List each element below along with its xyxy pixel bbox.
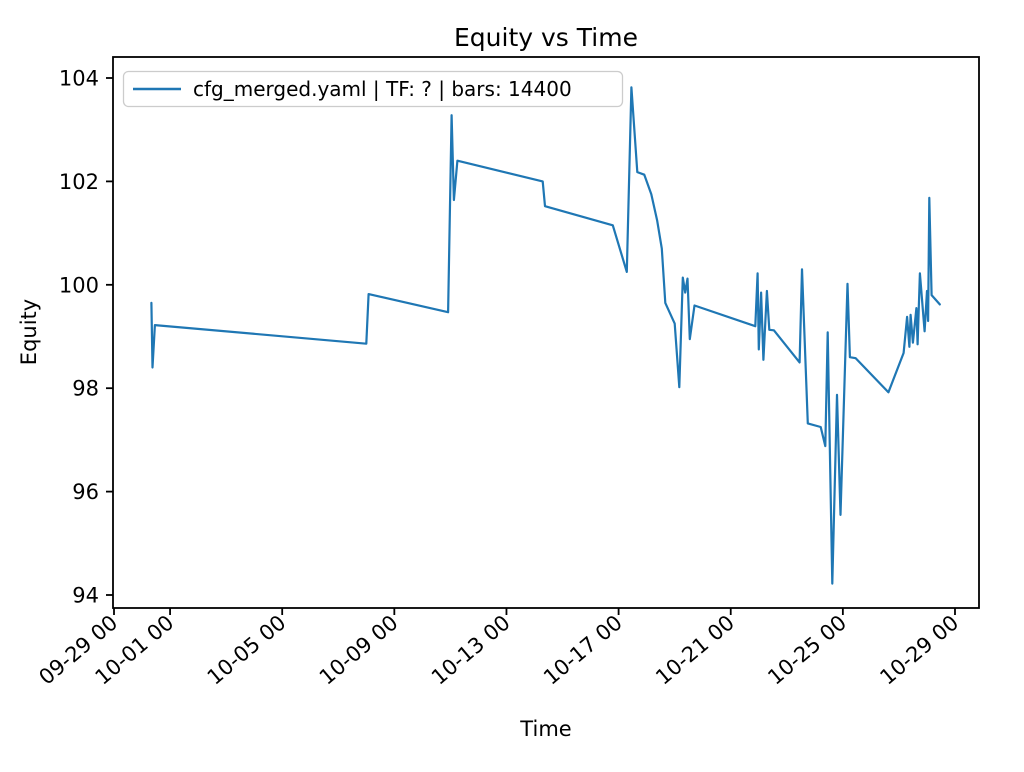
y-tick-label: 98 — [72, 377, 99, 401]
y-axis-label: Equity — [17, 299, 41, 365]
x-tick-label: 10-29 00 — [875, 610, 963, 689]
legend-frame — [122, 70, 624, 108]
y-tick-label: 96 — [72, 480, 99, 504]
legend: cfg_merged.yaml | TF: ? | bars: 14400 — [122, 70, 624, 108]
x-tick-label: 10-25 00 — [763, 610, 851, 689]
y-tick-label: 100 — [59, 273, 99, 297]
x-axis-label: Time — [519, 717, 571, 741]
y-tick-label: 102 — [59, 170, 99, 194]
plot-area — [112, 56, 980, 609]
chart-title: Equity vs Time — [454, 23, 638, 52]
y-axis-ticks: 94 96 98 100 102 104 — [59, 67, 113, 608]
x-tick-label: 10-09 00 — [315, 610, 403, 689]
equity-line-series — [150, 86, 941, 585]
x-tick-label: 10-13 00 — [427, 610, 515, 689]
legend-label: cfg_merged.yaml | TF: ? | bars: 14400 — [193, 77, 572, 101]
x-tick-label: 10-17 00 — [539, 610, 627, 689]
y-tick-label: 94 — [72, 584, 99, 608]
x-tick-label: 10-05 00 — [203, 610, 291, 689]
y-tick-label: 104 — [59, 67, 99, 91]
x-tick-label: 10-21 00 — [651, 610, 739, 689]
